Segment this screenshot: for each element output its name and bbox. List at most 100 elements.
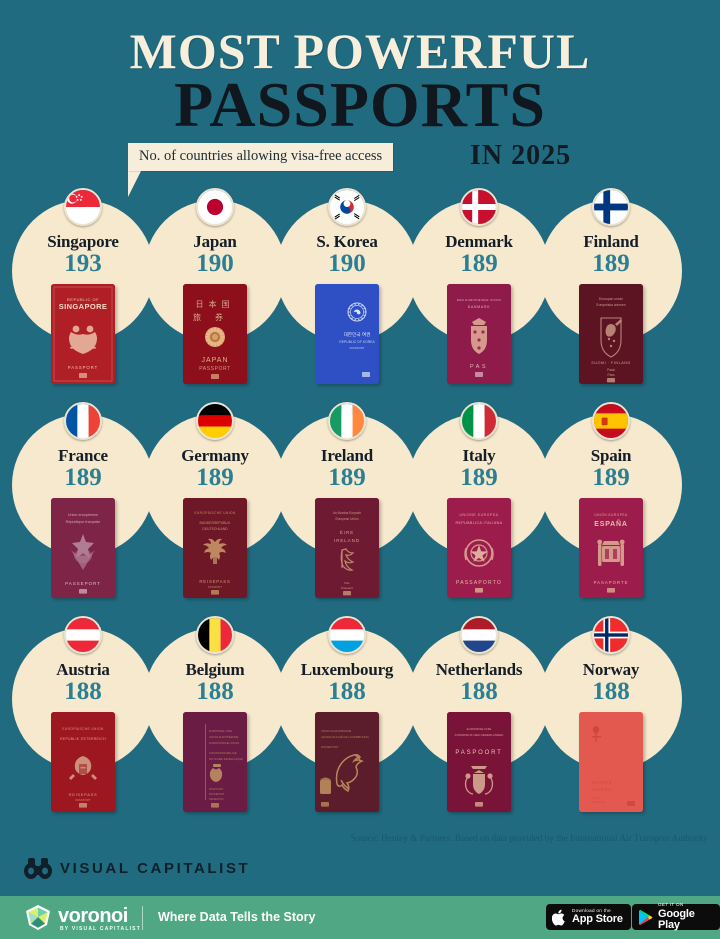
app-store-badge[interactable]: Download on the App Store — [546, 904, 631, 930]
voronoi-logo-icon — [24, 904, 52, 931]
country-name: Finland — [583, 232, 639, 251]
svg-text:Passi: Passi — [607, 368, 615, 372]
app-store-big-label: App Store — [572, 913, 623, 926]
country-name: Spain — [590, 446, 632, 465]
visa-free-count: 189 — [196, 464, 234, 491]
svg-text:Euroopan unioni: Euroopan unioni — [599, 297, 623, 301]
visa-free-count: 188 — [328, 678, 366, 705]
svg-text:PASSAPORTO: PASSAPORTO — [456, 580, 502, 586]
svg-text:PASSPORT: PASSPORT — [199, 366, 231, 372]
passport-austria-image: EUROPÄISCHE UNION REPUBLIK ÖSTERREICH RE… — [51, 712, 115, 812]
visa-free-count: 188 — [64, 678, 102, 705]
svg-text:République française: République française — [66, 520, 101, 524]
passport-belgium-image: EUROPESE UNIE UNION EUROPÉENNE EUROPÄISC… — [183, 712, 247, 812]
flag-luxembourg-icon — [328, 616, 366, 654]
svg-text:日本国: 日本国 — [196, 299, 235, 309]
svg-text:EUROPÄISCHE UNION: EUROPÄISCHE UNION — [194, 511, 235, 515]
svg-text:SINGAPORE: SINGAPORE — [59, 302, 108, 311]
passport-singapore-image: REPUBLIC OF SINGAPORE PASSPORT — [51, 284, 115, 384]
visa-free-count: 188 — [196, 678, 234, 705]
svg-text:PASSPORT: PASSPORT — [76, 798, 91, 802]
voronoi-tagline: Where Data Tells the Story — [158, 910, 316, 924]
svg-text:PASAPORTE: PASAPORTE — [594, 580, 629, 585]
passport-grid: Singapore 193 REPUBLIC OF SINGAPORE PASSP… — [0, 188, 720, 828]
svg-text:UNION EUROPÉENNE: UNION EUROPÉENNE — [321, 728, 351, 733]
svg-text:DEN EUROPÆISKE UNION: DEN EUROPÆISKE UNION — [457, 298, 501, 302]
visa-free-count: 188 — [592, 678, 630, 705]
flag-italy-icon — [460, 402, 498, 440]
country-name: Singapore — [47, 232, 119, 251]
passport-japan-image: 日本国 旅券 JAPAN PASSPORT — [183, 284, 247, 384]
voronoi-wordmark: voronoi — [58, 905, 128, 927]
svg-text:PASPOORT: PASPOORT — [455, 750, 502, 756]
passport-spain-image: UNIÓN EUROPEA ESPAÑA PASAPORTE — [579, 498, 643, 598]
passport-ireland-image: An tAontas Eorpach European Union ÉIRE I… — [315, 498, 379, 598]
svg-text:DANMARK: DANMARK — [468, 305, 491, 309]
visa-free-count: 190 — [328, 250, 366, 277]
svg-text:UNION EUROPÉENNE: UNION EUROPÉENNE — [209, 734, 239, 739]
svg-text:GRAND-DUCHÉ DE LUXEMBOURG: GRAND-DUCHÉ DE LUXEMBOURG — [321, 734, 370, 739]
svg-text:ESPAÑA: ESPAÑA — [594, 519, 627, 528]
header: MOST POWERFUL PASSPORTS IN 2025 No. of c… — [0, 0, 720, 197]
svg-text:REISEPASS: REISEPASS — [209, 797, 224, 801]
passport-south-korea-image: 대한민국 여권 REPUBLIC OF KOREA PASSPORT — [315, 284, 379, 384]
svg-text:An tAontas Eorpach: An tAontas Eorpach — [333, 511, 362, 515]
flag-ireland-icon — [328, 402, 366, 440]
visual-capitalist-bar: VISUAL CAPITALIST — [0, 844, 720, 896]
google-play-small-label: GET IT ON — [658, 902, 684, 908]
passport-card-france: France 189 Union européenne République fr… — [11, 402, 155, 615]
country-name: Netherlands — [435, 660, 523, 679]
callout-label: No. of countries allowing visa-free acce… — [128, 143, 394, 171]
svg-text:EUROPESE UNIE: EUROPESE UNIE — [209, 729, 232, 733]
svg-text:PASSPORT: PASSPORT — [350, 346, 365, 350]
passport-denmark-image: DEN EUROPÆISKE UNION DANMARK PAS — [447, 284, 511, 384]
passport-card-japan: Japan 190 日本国 旅券 JAPAN PASSPORT — [143, 188, 287, 401]
country-name: Germany — [181, 446, 249, 465]
svg-text:UNIÓN EUROPEA: UNIÓN EUROPEA — [594, 512, 628, 517]
voronoi-bar: voronoi BY VISUAL CAPITALIST Where Data … — [0, 896, 720, 939]
passport-card-singapore: Singapore 193 REPUBLIC OF SINGAPORE PASSP… — [11, 188, 155, 401]
country-name: Ireland — [320, 446, 374, 465]
passport-card-ireland: Ireland 189 An tAontas Eorpach European U… — [275, 402, 419, 615]
flag-spain-icon — [592, 402, 630, 440]
passport-card-denmark: Denmark 189 DEN EUROPÆISKE UNION DANMARK … — [407, 188, 551, 401]
passport-card-finland: Finland 189 Euroopan unioni Europeiska un… — [539, 188, 683, 401]
google-play-big-label: Google Play — [658, 907, 695, 931]
svg-text:REISEPASS: REISEPASS — [199, 579, 230, 584]
svg-text:EUROPESE UNIE: EUROPESE UNIE — [467, 727, 492, 731]
svg-text:PASSPORT: PASSPORT — [208, 585, 222, 589]
app-store-small-label: Download on the — [572, 907, 611, 913]
passport-card-germany: Germany 189 EUROPÄISCHE UNION BUNDESREPUB… — [143, 402, 287, 615]
flag-france-icon — [64, 402, 102, 440]
svg-text:REPUBLIK ÖSTERREICH: REPUBLIK ÖSTERREICH — [60, 737, 106, 741]
country-name: Luxembourg — [300, 660, 394, 679]
svg-text:PAS: PAS — [470, 364, 488, 370]
svg-text:NORGE: NORGE — [592, 780, 613, 785]
flag-finland-icon — [592, 188, 630, 226]
flag-singapore-icon — [64, 188, 102, 226]
binoculars-icon — [24, 858, 52, 880]
svg-text:REISEPASS: REISEPASS — [69, 792, 98, 797]
svg-text:PASSEPORT: PASSEPORT — [65, 581, 101, 586]
flag-belgium-icon — [196, 616, 234, 654]
flag-south-korea-icon — [328, 188, 366, 226]
svg-text:대한민국 여권: 대한민국 여권 — [344, 331, 371, 338]
svg-text:BUNDESREPUBLIK: BUNDESREPUBLIK — [200, 521, 232, 525]
passport-card-spain: Spain 189 UNIÓN EUROPEA ESPAÑA PASAPORTE — [539, 402, 683, 615]
svg-text:EUROPÄISCHE UNION: EUROPÄISCHE UNION — [62, 727, 103, 731]
flag-japan-icon — [196, 188, 234, 226]
svg-text:PASSPORT: PASSPORT — [68, 365, 98, 370]
svg-text:SUOMI · FINLAND: SUOMI · FINLAND — [591, 361, 631, 365]
passport-card-norway: Norway 188 NORGE NOREG PASS PASSPORT — [539, 616, 683, 829]
visa-free-count: 189 — [64, 464, 102, 491]
visa-free-count: 193 — [64, 250, 102, 277]
passport-card-s-korea: S. Korea 190 대한민국 여권 REPUBLIC OF KOREA PA… — [275, 188, 419, 401]
svg-text:UNIONE EUROPEA: UNIONE EUROPEA — [459, 513, 498, 517]
google-play-badge[interactable]: GET IT ON Google Play — [632, 902, 720, 931]
svg-text:PASSEPORT: PASSEPORT — [209, 792, 225, 796]
svg-text:JAPAN: JAPAN — [201, 357, 228, 364]
visa-free-count: 189 — [460, 250, 498, 277]
svg-text:PASSPORT: PASSPORT — [592, 800, 606, 804]
passport-netherlands-image: EUROPESE UNIE KONINKRIJK DER NEDERLANDEN… — [447, 712, 511, 812]
country-name: Japan — [193, 232, 237, 251]
